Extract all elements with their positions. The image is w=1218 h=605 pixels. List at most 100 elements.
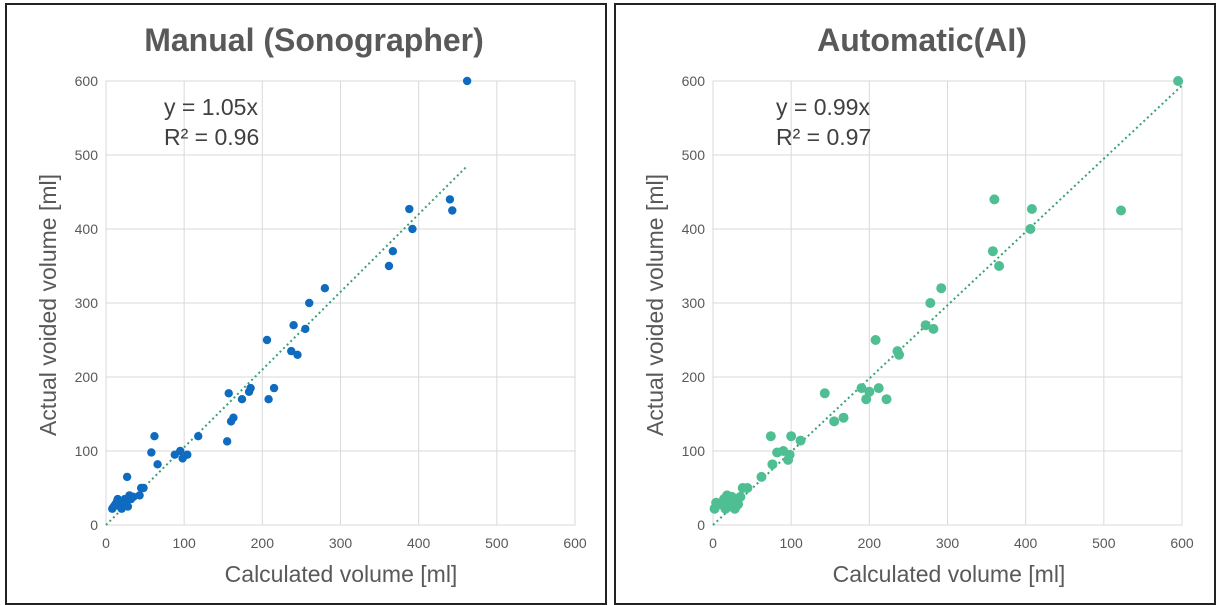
data-point	[925, 298, 936, 308]
data-point	[408, 224, 417, 234]
data-point	[405, 204, 414, 214]
chart-title: Automatic(AI)	[817, 22, 1027, 58]
automatic-chart-panel: 0 100 200 300 400 500 600 0 100 200 300 400 500 600 A…	[614, 3, 1216, 605]
r-squared-label: R² = 0.96	[164, 124, 259, 150]
trendline-equation: y = 1.05x	[164, 94, 258, 120]
data-point	[123, 502, 133, 511]
data-point	[829, 416, 840, 427]
y-axis-label: Actual voided volume [ml]	[35, 174, 61, 436]
x-tick-label: 200	[858, 535, 882, 551]
data-point	[237, 395, 247, 404]
data-point	[765, 431, 776, 442]
data-point	[989, 194, 1000, 205]
data-point	[445, 195, 455, 204]
data-point	[864, 386, 875, 397]
y-tick-label: 100	[682, 443, 706, 459]
y-tick-label: 200	[682, 369, 706, 385]
data-point	[784, 449, 795, 460]
data-point	[264, 395, 273, 404]
data-point	[1025, 224, 1036, 234]
x-tick-label: 300	[936, 535, 960, 551]
x-tick-label: 600	[563, 535, 587, 551]
data-point	[269, 383, 279, 393]
y-tick-label: 100	[75, 443, 99, 459]
data-point	[735, 491, 746, 502]
y-tick-label: 600	[682, 73, 706, 89]
x-tick-label: 300	[329, 535, 353, 551]
y-tick-label: 400	[75, 221, 99, 237]
chart-title: Manual (Sonographer)	[144, 22, 484, 58]
data-point	[856, 383, 867, 394]
data-point	[756, 471, 767, 482]
x-tick-label: 0	[709, 535, 717, 551]
data-point	[176, 446, 185, 456]
y-tick-label: 0	[90, 517, 98, 533]
data-point	[1026, 204, 1037, 215]
manual-chart-panel: 0 100 200 300 400 500 600 0 100 200 300 400 500 600 M…	[5, 3, 607, 605]
data-point	[873, 383, 884, 394]
data-point	[838, 412, 849, 423]
trendline-equation: y = 0.99x	[776, 94, 870, 120]
data-point	[183, 450, 192, 459]
x-tick-label: 500	[485, 535, 509, 551]
data-point	[881, 394, 892, 405]
automatic-scatter-chart: 0 100 200 300 400 500 600 0 100 200 300 400 500 600 A…	[642, 22, 1194, 587]
data-point	[1116, 205, 1127, 216]
data-point	[936, 283, 947, 294]
x-tick-label: 100	[172, 535, 196, 551]
data-point	[150, 432, 159, 441]
data-point	[135, 491, 144, 500]
data-point	[224, 389, 233, 398]
data-point	[994, 261, 1005, 271]
data-point	[262, 335, 272, 345]
x-tick-label: 400	[407, 535, 431, 551]
trendline	[712, 84, 1183, 526]
data-point	[301, 324, 310, 334]
data-point	[920, 320, 931, 331]
y-tick-label: 200	[75, 369, 99, 385]
manual-scatter-chart: 0 100 200 300 400 500 600 0 100 200 300 400 500 600 M…	[35, 22, 587, 587]
data-point	[462, 76, 472, 86]
x-axis-label: Calculated volume [ml]	[225, 561, 458, 587]
data-point	[786, 431, 797, 442]
data-point	[139, 483, 148, 493]
x-tick-label: 400	[1014, 535, 1038, 551]
data-point	[293, 350, 302, 359]
data-point	[194, 432, 203, 441]
y-tick-label: 600	[75, 73, 99, 89]
plot-area: 0 100 200 300 400 500 600 0 100 200 300 400 500 600	[75, 73, 587, 551]
plot-frame	[712, 80, 1183, 526]
data-point	[388, 247, 398, 256]
data-point	[122, 472, 132, 482]
y-tick-label: 300	[75, 295, 99, 311]
x-tick-label: 200	[251, 535, 275, 551]
data-point	[147, 448, 156, 457]
y-axis-label: Actual voided volume [ml]	[642, 174, 668, 436]
data-point	[305, 298, 314, 308]
r-squared-label: R² = 0.97	[776, 124, 871, 150]
data-point	[742, 483, 753, 493]
data-point	[246, 383, 255, 393]
data-point	[229, 413, 238, 422]
data-point	[819, 388, 830, 399]
data-point	[870, 335, 881, 345]
data-point	[222, 437, 232, 446]
y-tick-label: 300	[682, 295, 706, 311]
data-point	[1173, 76, 1184, 86]
data-point	[987, 246, 998, 257]
data-point	[767, 459, 778, 470]
data-point	[448, 206, 457, 215]
data-point	[153, 460, 162, 469]
data-point	[287, 346, 296, 356]
data-point	[289, 321, 298, 330]
data-point	[894, 349, 905, 360]
plot-area: 0 100 200 300 400 500 600 0 100 200 300 400 500 600	[682, 73, 1194, 551]
data-point	[320, 284, 330, 293]
trendline	[105, 166, 467, 526]
x-tick-label: 500	[1092, 535, 1116, 551]
plot-frame	[105, 80, 576, 526]
data-point	[795, 435, 806, 446]
y-tick-label: 0	[697, 517, 705, 533]
data-point	[384, 261, 394, 271]
x-tick-label: 0	[102, 535, 110, 551]
